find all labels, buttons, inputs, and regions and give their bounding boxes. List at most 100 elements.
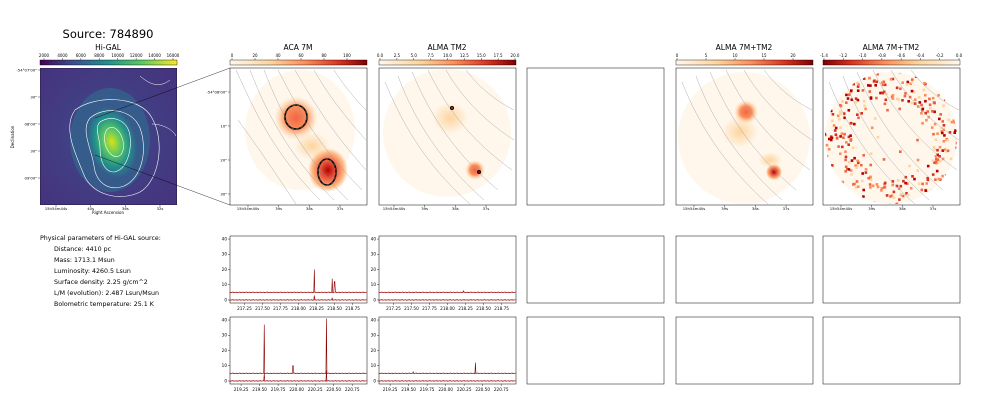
y-tick-label: 20 (222, 267, 228, 272)
noise-pixel (941, 149, 945, 152)
colorbar-tick-label: 17.5 (494, 53, 503, 58)
colorbar-tick-label: 20 (790, 53, 796, 58)
noise-pixel (882, 80, 886, 84)
alma7mtm2-image (676, 68, 813, 205)
noise-pixel (833, 129, 837, 132)
noise-pixel (911, 175, 914, 178)
noise-pixel (941, 120, 944, 123)
noise-pixel (929, 106, 932, 110)
x-tick-label: 39s (721, 206, 728, 211)
noise-pixel (898, 107, 901, 111)
higal-image (40, 68, 177, 205)
y-tick-label: 20" (220, 157, 227, 162)
noise-pixel (857, 161, 860, 164)
x-tick-label: 38s (452, 206, 459, 211)
colorbar-tick-label: 10000 (111, 53, 124, 58)
noise-pixel (939, 178, 942, 181)
spectrum-line (378, 380, 516, 382)
noise-pixel (831, 119, 834, 123)
y-tick-label: 10 (371, 282, 377, 287)
aca7m-x-ticks: 15h54m40s 39s 38s 37s (237, 205, 343, 211)
x-tick-label: 15h54m44s (45, 206, 68, 211)
x-tick-label: 37s (930, 206, 937, 211)
colorbar-tick-label: -0.2 (936, 53, 944, 58)
noise-pixel (938, 117, 941, 121)
noise-pixel (879, 91, 882, 95)
noise-pixel (903, 94, 907, 98)
empty-spectrum-panel (675, 316, 814, 385)
noise-pixel (934, 155, 938, 158)
noise-pixel (900, 192, 903, 196)
noise-pixel (928, 97, 931, 101)
noise-pixel (905, 192, 908, 195)
noise-pixel (868, 183, 872, 186)
noise-pixel (855, 180, 859, 183)
noise-pixel (869, 175, 872, 179)
higal-colorbar (39, 59, 178, 66)
noise-pixel (934, 160, 938, 164)
higal-title: Hi-GAL (95, 43, 122, 52)
noise-pixel (831, 113, 835, 116)
noise-pixel (849, 139, 852, 142)
x-tick-label: 39s (868, 206, 875, 211)
noise-pixel (880, 187, 884, 190)
noise-pixel (904, 181, 907, 185)
alma7mtm2-panel: ALMA 7M+TM2 0 5 10 15 20 15h54m40s 39s 38s 37 (675, 43, 814, 211)
noise-pixel (846, 97, 850, 100)
noise-pixel (916, 138, 919, 142)
noise-pixel (925, 182, 928, 185)
x-tick-label: 219.50 (401, 387, 416, 392)
noise-pixel (854, 164, 857, 167)
colorbar-tick-label: 20 (252, 53, 258, 58)
aca7m-image (230, 68, 367, 205)
alma7mtm2-title: ALMA 7M+TM2 (716, 43, 773, 52)
noise-pixel (882, 90, 886, 94)
noise-pixel (856, 185, 860, 188)
noise-pixel (884, 98, 888, 102)
noise-pixel (937, 94, 940, 97)
noise-pixel (940, 127, 944, 130)
alma7mtm2-neg-colorbar-ticks: -1.4 -1.2 -1.0 -0.8 -0.6 -0.4 -0.2 0.0 (820, 53, 963, 60)
colorbar-tick-label: 10.0 (443, 53, 452, 58)
noise-pixel (921, 107, 925, 111)
noise-pixel (946, 138, 949, 142)
higal-panel: Hi-GAL 2000 4000 6000 8000 10000 12000 14000 16… (10, 43, 180, 215)
x-tick-label: 220.50 (326, 387, 341, 392)
y-tick-label: 20 (371, 267, 377, 272)
noise-pixel (862, 195, 865, 198)
alma7mtm2-neg-x-ticks: 15h54m40s 39s 38s 37s (830, 205, 937, 211)
x-tick-label: 217.25 (386, 306, 401, 311)
x-tick-label: 218.50 (327, 306, 342, 311)
x-tick-label: 218.25 (458, 306, 473, 311)
almatm2-colorbar-ticks: 0.0 2.5 5.0 7.5 10.0 12.5 15.0 17.5 20.0 (377, 53, 520, 60)
noise-pixel (933, 148, 937, 151)
colorbar-tick-label: 2000 (39, 53, 50, 58)
noise-pixel (891, 77, 895, 81)
noise-pixel (942, 140, 946, 143)
noise-pixel (907, 193, 910, 197)
noise-pixel (847, 135, 851, 139)
x-tick-label: 218.00 (440, 306, 455, 311)
noise-pixel (953, 131, 956, 134)
noise-pixel (920, 188, 924, 192)
noise-pixel (910, 101, 914, 105)
noise-pixel (847, 143, 850, 146)
noise-pixel (856, 85, 860, 88)
y-tick-label: 0 (373, 378, 376, 383)
x-tick-label: 220.75 (494, 387, 509, 392)
noise-pixel (838, 117, 841, 121)
colorbar-tick-label: 5 (705, 53, 708, 58)
spectrum-aca7m-row1: 217.25 217.50 217.75 218.00 218.25 218.50 218.… (222, 235, 368, 311)
noise-pixel (839, 152, 842, 156)
param-distance: Distance: 4410 pc (54, 246, 112, 253)
noise-pixel (933, 161, 936, 164)
noise-pixel (883, 83, 887, 87)
noise-pixel (888, 203, 892, 204)
noise-pixel (855, 166, 858, 169)
noise-pixel (926, 178, 930, 182)
colorbar-tick-label: 16000 (167, 53, 180, 58)
y-tick-label: 30 (371, 333, 377, 338)
alma7mtm2-colorbar (675, 59, 814, 66)
noise-pixel (926, 176, 929, 180)
noise-pixel (875, 183, 879, 186)
